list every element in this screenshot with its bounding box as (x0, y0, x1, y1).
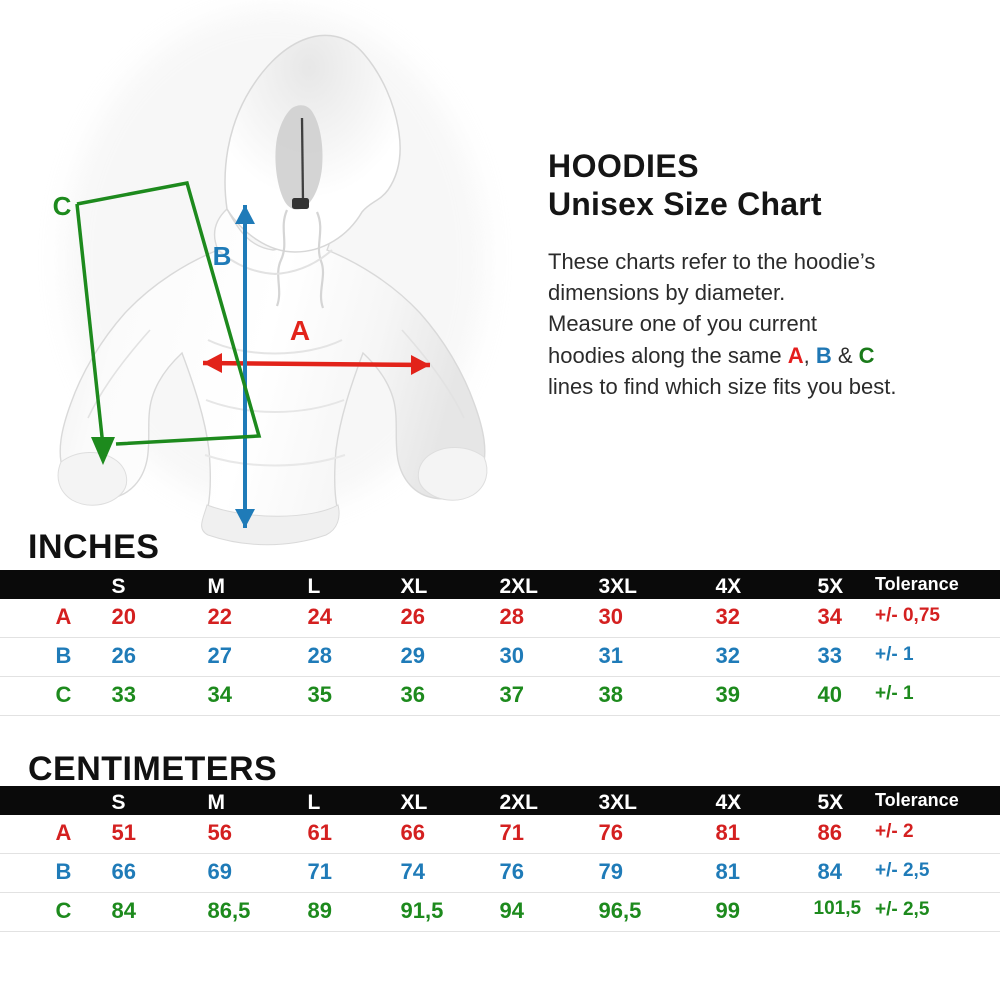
svg-text:A: A (290, 315, 310, 346)
svg-text:C: C (53, 191, 72, 221)
svg-text:B: B (213, 241, 232, 271)
